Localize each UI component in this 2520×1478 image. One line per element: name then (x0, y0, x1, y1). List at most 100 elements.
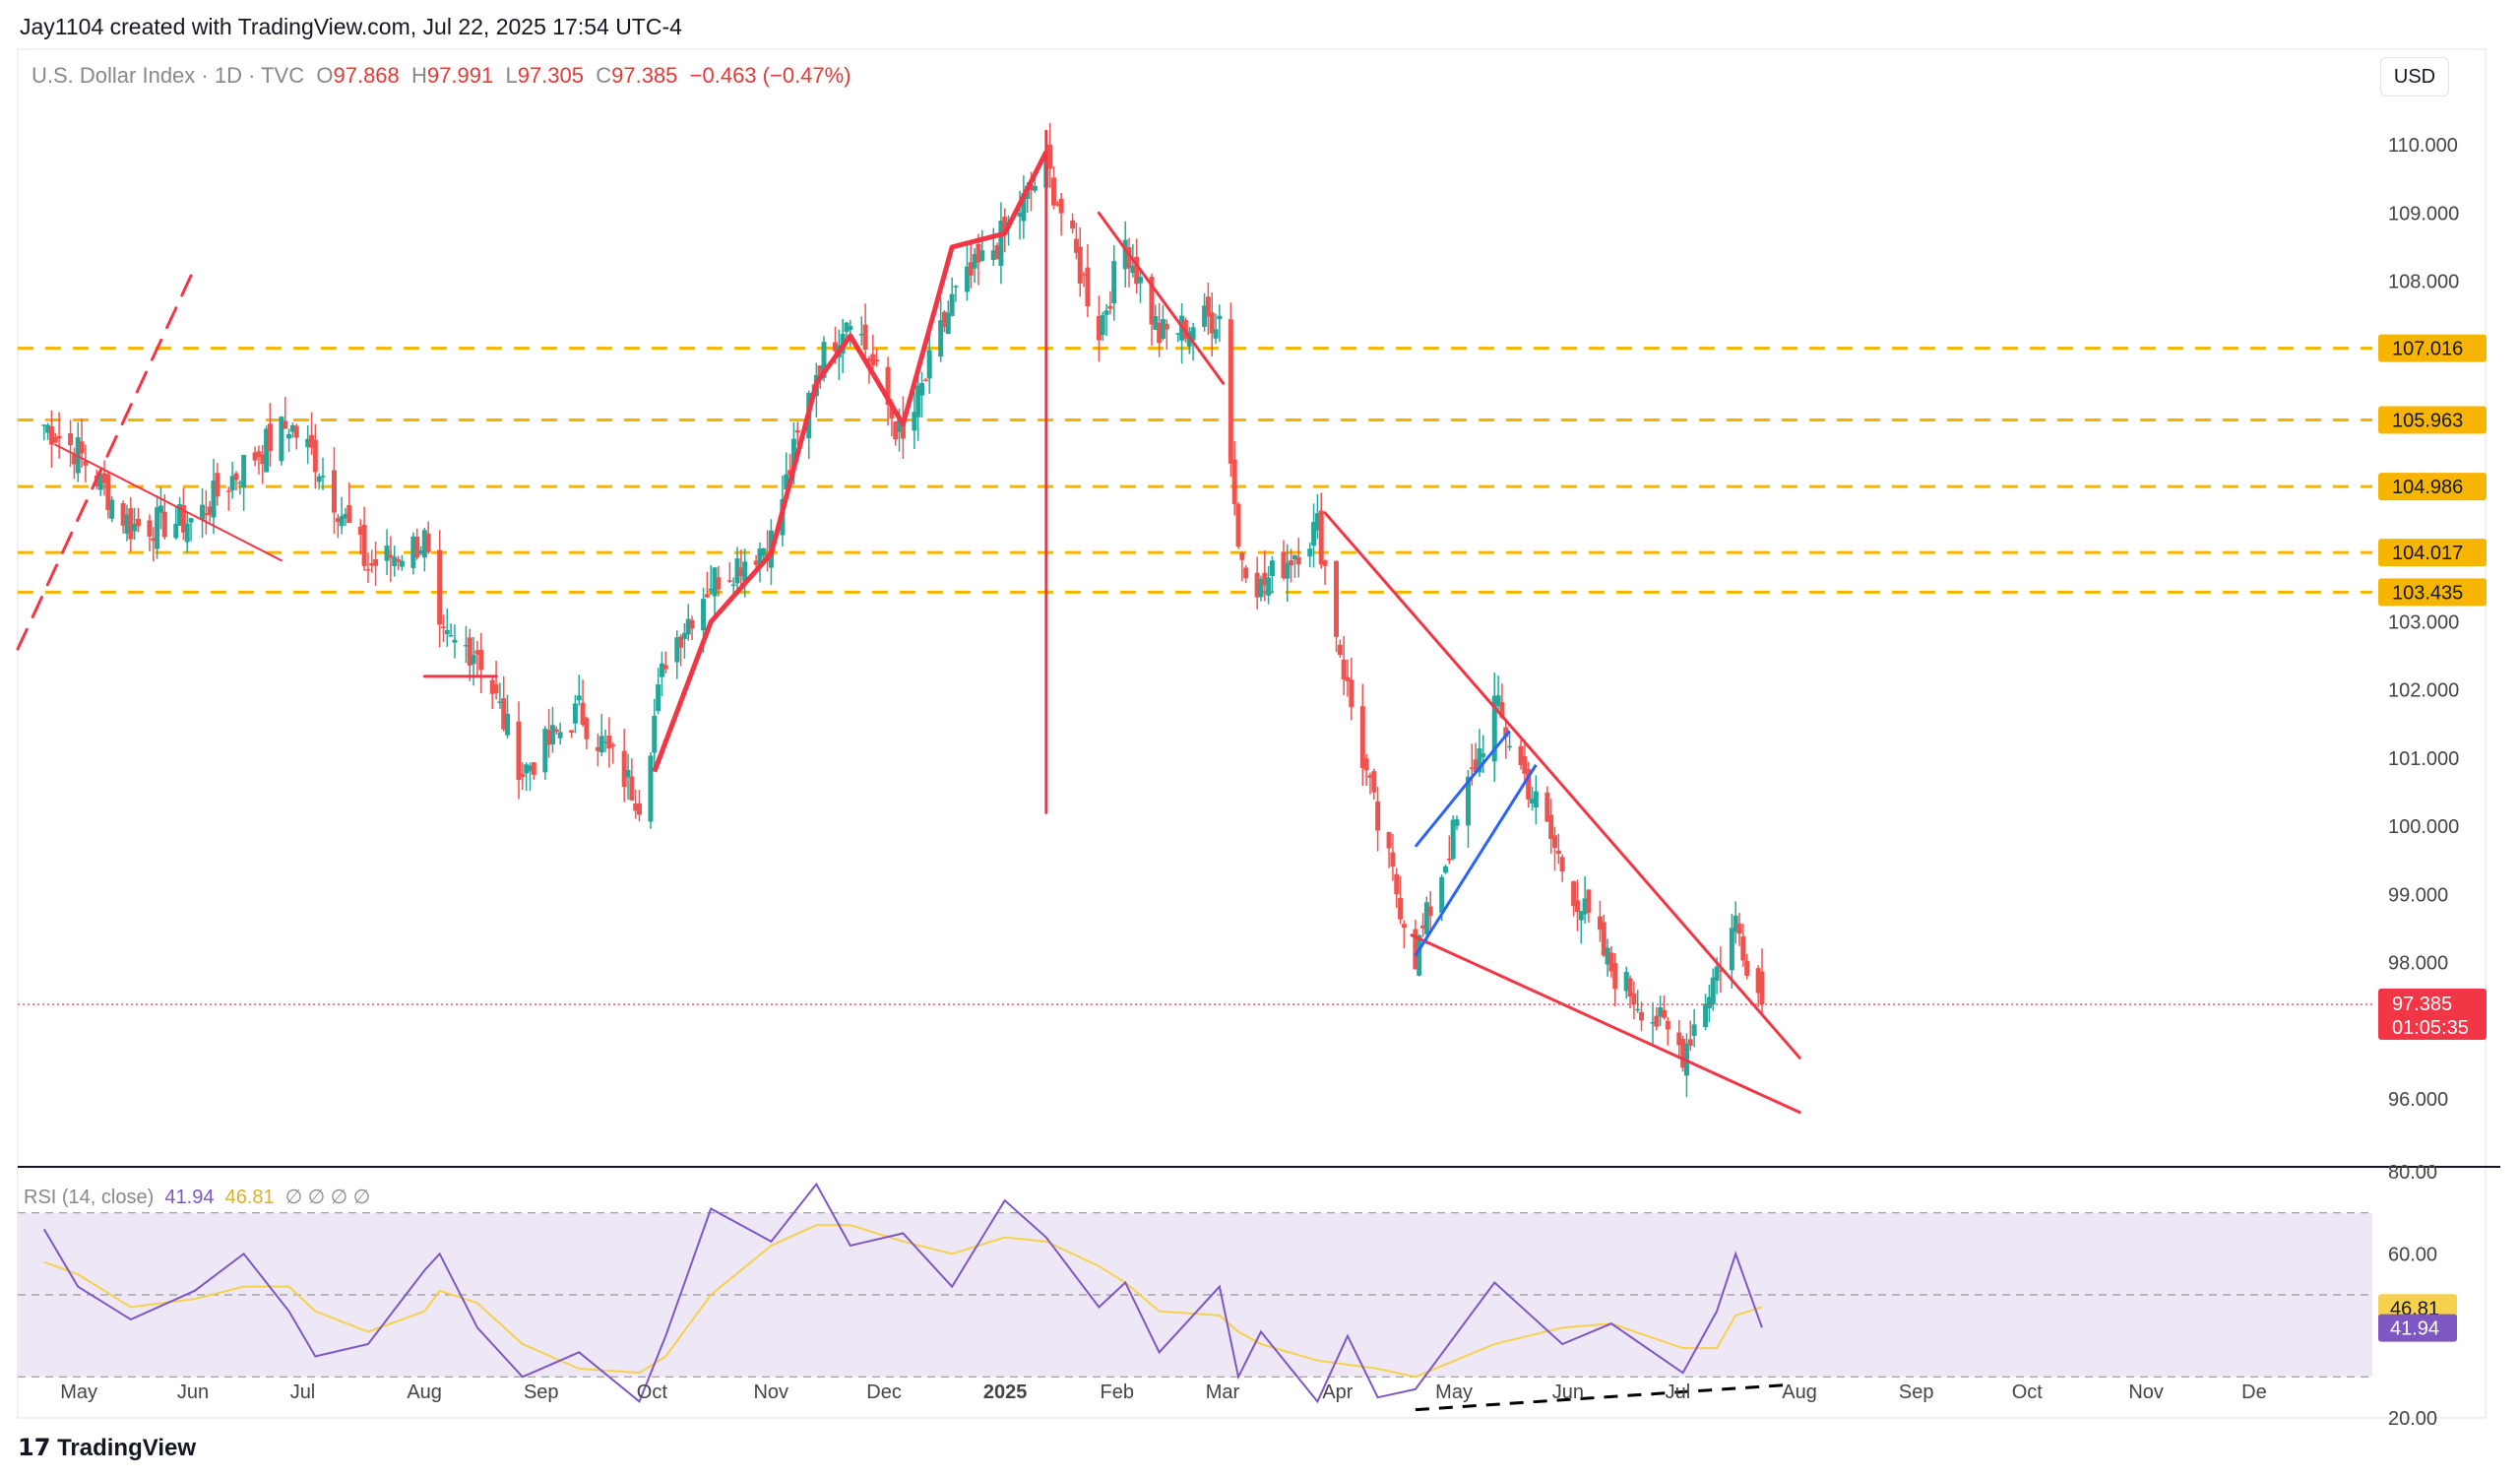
candle-body (998, 221, 1004, 267)
candle-body (915, 385, 921, 418)
candle-body (155, 507, 160, 549)
candle-body (105, 474, 111, 511)
downtrend-line (54, 443, 283, 562)
candle-body (132, 523, 138, 532)
candle-body (1605, 947, 1610, 965)
candle-body (151, 538, 157, 542)
x-tick-label: 2025 (983, 1382, 1028, 1403)
rsi-line (42, 1182, 1763, 1404)
candle-body (945, 312, 951, 335)
candle-body (1175, 333, 1181, 335)
candle-body (576, 695, 582, 701)
candle-body (1081, 274, 1087, 276)
rsi-value-label: 41.94 (2390, 1318, 2439, 1340)
candle-body (1465, 776, 1471, 826)
candle-body (1070, 220, 1076, 229)
candle-body (1736, 923, 1742, 934)
candle-body (109, 499, 115, 519)
candle-body (279, 417, 284, 462)
candle-body (260, 454, 266, 465)
candle-body (203, 513, 209, 516)
candle-body (1623, 972, 1629, 992)
candle-body (1029, 184, 1035, 191)
candle-body (1522, 755, 1528, 774)
candle-body (1744, 960, 1750, 976)
x-tick-label: Dec (866, 1382, 902, 1403)
candle-body (158, 505, 163, 513)
candle-body (1443, 866, 1449, 873)
candle-body (1477, 748, 1482, 773)
candle-body (968, 262, 974, 276)
candle-body (524, 764, 530, 774)
candle-body (1612, 963, 1618, 990)
candle-body (1530, 798, 1536, 803)
x-tick-label: Oct (2012, 1382, 2044, 1403)
candle-body (1491, 695, 1497, 762)
rsi-legend[interactable]: RSI (14, close) 41.94 46.81 ∅ ∅ ∅ ∅ (24, 1185, 370, 1209)
candle-body (361, 524, 367, 566)
candle-body (505, 713, 511, 736)
candle-body (180, 505, 186, 533)
candle-body (233, 473, 239, 481)
candle-body (708, 588, 714, 591)
candle-body (1544, 792, 1550, 822)
candle-body (147, 520, 153, 537)
candle-body (557, 732, 563, 739)
candle-body (794, 429, 800, 433)
candle-body (1359, 706, 1365, 769)
currency-button[interactable]: USD (2380, 57, 2449, 96)
candle-body (124, 514, 130, 535)
candle-body (215, 473, 220, 497)
projection-dashed (16, 266, 197, 651)
candle-body (1349, 679, 1354, 708)
candle-body (471, 655, 476, 665)
candle-body (1164, 323, 1169, 330)
symbol-name[interactable]: U.S. Dollar Index · 1D · TVC (32, 63, 305, 88)
x-tick-label: Nov (2128, 1382, 2164, 1403)
candle-body (716, 577, 722, 590)
candle-body (1714, 966, 1720, 981)
candle-body (1499, 702, 1505, 718)
candle-body (1439, 876, 1445, 913)
candle-body (463, 645, 469, 647)
candle-body (889, 402, 895, 418)
candle-body (440, 626, 446, 628)
candle-body (1002, 217, 1008, 232)
candle-body (569, 730, 575, 734)
candle-body (392, 556, 398, 566)
candle-body (421, 530, 427, 558)
candle-body (1533, 791, 1539, 807)
candle-body (97, 473, 103, 490)
candle-body (467, 637, 472, 666)
candle-body (656, 684, 662, 712)
candle-body (335, 518, 341, 523)
candle-body (388, 554, 394, 558)
candle-body (1032, 185, 1038, 191)
candle-body (1665, 1020, 1670, 1030)
candle-body (874, 359, 880, 361)
last-price-badge (2378, 988, 2487, 1040)
candle-body (1341, 659, 1347, 680)
candle-body (135, 518, 141, 527)
candle-body (493, 683, 499, 693)
candle-body (1266, 577, 1272, 596)
candle-body (701, 599, 707, 631)
x-tick-label: De (2241, 1382, 2267, 1403)
candle-body (689, 619, 695, 629)
price-tick-label: 96.000 (2388, 1089, 2448, 1111)
candle-body (1729, 928, 1734, 971)
candle-body (761, 547, 767, 556)
candle-body (1153, 316, 1159, 330)
rsi-title: RSI (14, close) (24, 1187, 155, 1208)
candle-body (685, 618, 691, 635)
candle-body (652, 715, 658, 753)
candle-body (320, 476, 326, 478)
candle-body (704, 594, 710, 598)
level-label: 107.016 (2392, 339, 2463, 360)
candle-body (1103, 310, 1109, 315)
candle-body (264, 428, 270, 473)
candle-body (79, 441, 85, 454)
candle-body (531, 762, 536, 775)
candle-body (474, 650, 480, 655)
